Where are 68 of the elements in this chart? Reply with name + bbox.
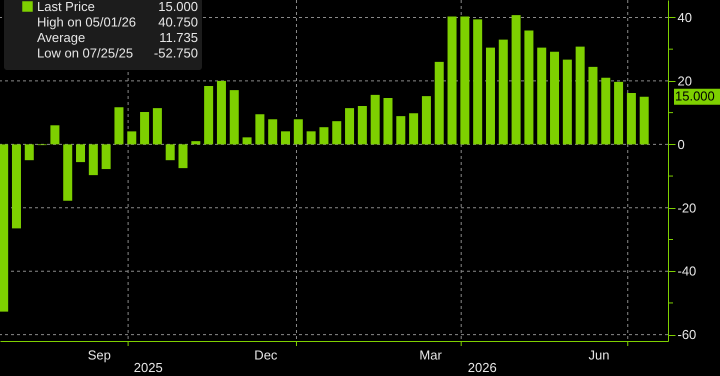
bar [88, 144, 98, 176]
bar [127, 131, 136, 144]
x-tick-label: Jun [588, 348, 610, 362]
legend-label: Last Price [37, 0, 95, 14]
x-tick-label: Sep [88, 348, 111, 362]
bar [268, 119, 278, 144]
bar [178, 144, 188, 168]
bar [281, 131, 290, 144]
bar [512, 15, 521, 144]
bar [294, 119, 303, 144]
text: Low on 07/25/25 -52.750 [37, 46, 198, 60]
bar [460, 16, 470, 144]
bar [448, 16, 457, 144]
bar [370, 94, 380, 144]
annotation: 15.000 [158, 0, 198, 14]
bar [230, 90, 239, 144]
text: Average 11.735 [37, 30, 198, 45]
text: High on 05/01/26 40.750 [37, 14, 198, 30]
y-tick-label: 20 [678, 73, 692, 88]
bar [434, 62, 444, 144]
y-tick-label: 0 [678, 136, 685, 152]
bar [255, 114, 264, 144]
text: 2025 [134, 360, 163, 375]
x-tick-label: Dec [254, 348, 278, 362]
y-tick-label: -60 [678, 327, 696, 342]
bar [191, 141, 200, 144]
bar [102, 144, 111, 170]
bar [332, 121, 342, 144]
bar [524, 30, 534, 144]
bar [383, 98, 392, 144]
bar [204, 86, 214, 144]
bar [614, 82, 624, 144]
bar [166, 144, 175, 160]
bar [216, 80, 226, 144]
text: 2026 [468, 360, 497, 375]
bar [24, 144, 34, 160]
bar [588, 66, 598, 144]
bar [358, 106, 367, 144]
bar [601, 78, 610, 144]
x-tick-label: Mar [419, 348, 442, 362]
bar [473, 19, 482, 144]
bar [76, 144, 86, 162]
bar [550, 52, 560, 144]
y-tick-label: 40 [678, 10, 692, 25]
bar [486, 48, 495, 144]
bar [576, 46, 585, 144]
bar [537, 48, 546, 144]
bar [422, 96, 431, 144]
bar [626, 92, 636, 144]
bar [152, 108, 162, 144]
bar [562, 60, 572, 144]
bar [63, 144, 72, 201]
bar [498, 40, 508, 144]
bar [319, 127, 328, 144]
y-tick-label: -20 [678, 200, 696, 216]
bar [114, 107, 124, 144]
bar [640, 96, 649, 144]
bar [396, 116, 406, 144]
bar [306, 131, 316, 144]
bar [345, 108, 354, 144]
bar [0, 144, 8, 312]
y-tick-label: -40 [678, 264, 696, 279]
bar [409, 113, 418, 144]
bar [50, 125, 60, 144]
bar [12, 144, 21, 228]
bar [140, 112, 150, 144]
bar [242, 137, 252, 144]
text: 15.000 [675, 88, 715, 104]
